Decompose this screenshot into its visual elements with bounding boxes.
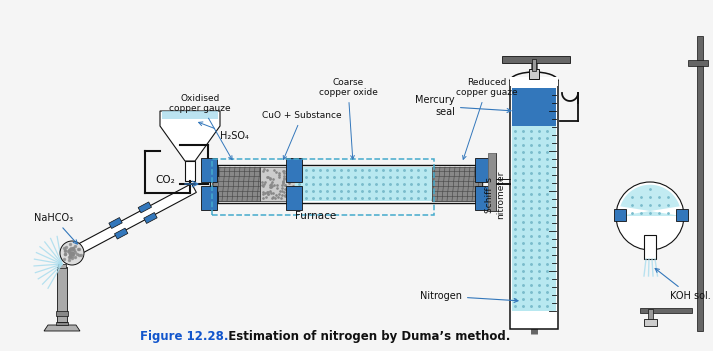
Text: KOH sol.: KOH sol.	[655, 269, 711, 301]
Polygon shape	[648, 309, 653, 323]
Polygon shape	[532, 59, 536, 71]
Polygon shape	[56, 322, 68, 325]
Polygon shape	[475, 186, 491, 210]
Circle shape	[60, 241, 84, 265]
Text: Estimation of nitrogen by Duma’s method.: Estimation of nitrogen by Duma’s method.	[220, 330, 511, 343]
Polygon shape	[676, 209, 688, 221]
Polygon shape	[510, 77, 558, 86]
Polygon shape	[58, 264, 66, 268]
Bar	[212, 159, 434, 215]
Polygon shape	[295, 167, 432, 201]
Polygon shape	[57, 267, 67, 322]
Polygon shape	[212, 167, 260, 201]
Polygon shape	[202, 166, 218, 176]
Polygon shape	[109, 218, 122, 229]
Polygon shape	[160, 111, 220, 161]
Polygon shape	[201, 186, 217, 210]
Circle shape	[616, 182, 684, 250]
Text: Schiff’ s
nitrometer: Schiff’ s nitrometer	[486, 171, 505, 219]
Text: Reduced
copper guaze: Reduced copper guaze	[456, 78, 518, 159]
Polygon shape	[432, 167, 482, 201]
Polygon shape	[619, 185, 682, 216]
Polygon shape	[488, 153, 496, 211]
Polygon shape	[162, 111, 218, 119]
Polygon shape	[44, 325, 80, 331]
Text: NaHCO₃: NaHCO₃	[34, 213, 77, 244]
Polygon shape	[210, 165, 482, 203]
Polygon shape	[644, 319, 657, 326]
Polygon shape	[475, 158, 491, 182]
Polygon shape	[56, 311, 68, 316]
Polygon shape	[260, 167, 295, 201]
Text: Oxidised
copper gauze: Oxidised copper gauze	[169, 94, 232, 160]
Polygon shape	[286, 158, 302, 182]
Polygon shape	[185, 161, 195, 181]
Polygon shape	[70, 184, 196, 257]
Polygon shape	[529, 69, 539, 79]
Polygon shape	[502, 56, 570, 63]
Polygon shape	[138, 202, 152, 213]
Text: CO₂: CO₂	[155, 175, 175, 185]
Polygon shape	[512, 88, 556, 126]
Polygon shape	[640, 308, 692, 313]
Text: Furnace: Furnace	[295, 211, 337, 221]
Polygon shape	[201, 158, 217, 182]
Polygon shape	[144, 212, 157, 224]
Polygon shape	[510, 81, 558, 329]
Polygon shape	[614, 209, 626, 221]
Polygon shape	[688, 60, 708, 66]
Polygon shape	[644, 235, 656, 259]
Polygon shape	[488, 153, 496, 211]
Text: Mercury
seal: Mercury seal	[416, 95, 511, 117]
Polygon shape	[115, 228, 128, 239]
Polygon shape	[202, 192, 218, 202]
Text: Coarse
copper oxide: Coarse copper oxide	[319, 78, 377, 159]
Text: CuO + Substance: CuO + Substance	[262, 111, 342, 159]
Polygon shape	[286, 186, 302, 210]
Text: Nitrogen: Nitrogen	[420, 291, 518, 303]
Polygon shape	[697, 36, 703, 331]
Text: Figure 12.28.: Figure 12.28.	[140, 330, 228, 343]
Polygon shape	[512, 126, 556, 311]
Text: H₂SO₄: H₂SO₄	[199, 122, 249, 141]
